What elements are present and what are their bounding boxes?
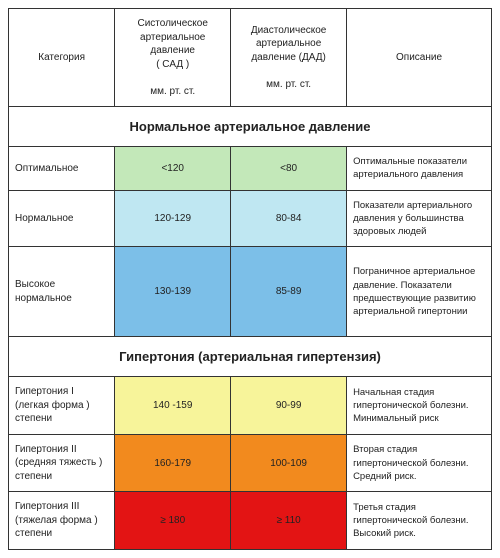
- section-hypertension-label: Гипертония (артериальная гипертензия): [9, 337, 492, 377]
- row-optimal: Оптимальное <120 <80 Оптимальные показат…: [9, 147, 492, 191]
- header-sbp-unit: мм. рт. ст.: [150, 86, 195, 97]
- category-cell: Гипертония III (тяжелая форма ) степени: [9, 492, 115, 550]
- desc-cell: Показатели артериального давления у боль…: [347, 190, 492, 247]
- dbp-cell: ≥ 110: [231, 492, 347, 550]
- header-desc: Описание: [347, 9, 492, 107]
- dbp-cell: 80-84: [231, 190, 347, 247]
- desc-cell: Оптимальные показатели артериального дав…: [347, 147, 492, 191]
- header-sbp: Систолическое артериальное давление ( СА…: [115, 9, 231, 107]
- section-normal: Нормальное артериальное давление: [9, 107, 492, 147]
- sbp-cell: <120: [115, 147, 231, 191]
- dbp-cell: <80: [231, 147, 347, 191]
- header-category: Категория: [9, 9, 115, 107]
- desc-cell: Пограничное артериальное давление. Показ…: [347, 247, 492, 337]
- row-hypertension-2: Гипертония II (средняя тяжесть ) степени…: [9, 434, 492, 492]
- row-normal: Нормальное 120-129 80-84 Показатели арте…: [9, 190, 492, 247]
- category-cell: Высокое нормальное: [9, 247, 115, 337]
- section-hypertension: Гипертония (артериальная гипертензия): [9, 337, 492, 377]
- section-normal-label: Нормальное артериальное давление: [9, 107, 492, 147]
- sbp-cell: 140 -159: [115, 377, 231, 435]
- sbp-cell: 160-179: [115, 434, 231, 492]
- header-dbp-line1: Диастолическое: [251, 25, 327, 36]
- header-sbp-line1: Систолическое: [137, 18, 207, 29]
- sbp-cell: 130-139: [115, 247, 231, 337]
- sbp-cell: 120-129: [115, 190, 231, 247]
- dbp-cell: 90-99: [231, 377, 347, 435]
- header-dbp: Диастолическое артериальное давление (ДА…: [231, 9, 347, 107]
- dbp-cell: 100-109: [231, 434, 347, 492]
- header-sbp-line2: артериальное давление: [140, 32, 205, 57]
- header-dbp-line3: давление (ДАД): [251, 52, 326, 63]
- category-cell: Оптимальное: [9, 147, 115, 191]
- header-dbp-unit: мм. рт. ст.: [266, 79, 311, 90]
- category-cell: Гипертония II (средняя тяжесть ) степени: [9, 434, 115, 492]
- sbp-cell: ≥ 180: [115, 492, 231, 550]
- dbp-cell: 85-89: [231, 247, 347, 337]
- header-row: Категория Систолическое артериальное дав…: [9, 9, 492, 107]
- header-dbp-line2: артериальное: [256, 38, 321, 49]
- row-hypertension-3: Гипертония III (тяжелая форма ) степени …: [9, 492, 492, 550]
- row-high-normal: Высокое нормальное 130-139 85-89 Пограни…: [9, 247, 492, 337]
- desc-cell: Третья стадия гипертонической болезни. В…: [347, 492, 492, 550]
- bp-classification-table: Категория Систолическое артериальное дав…: [8, 8, 492, 550]
- category-cell: Нормальное: [9, 190, 115, 247]
- row-hypertension-1: Гипертония I (легкая форма ) степени 140…: [9, 377, 492, 435]
- desc-cell: Вторая стадия гипертонической болезни. С…: [347, 434, 492, 492]
- desc-cell: Начальная стадия гипертонической болезни…: [347, 377, 492, 435]
- header-sbp-line3: ( САД ): [156, 59, 189, 70]
- category-cell: Гипертония I (легкая форма ) степени: [9, 377, 115, 435]
